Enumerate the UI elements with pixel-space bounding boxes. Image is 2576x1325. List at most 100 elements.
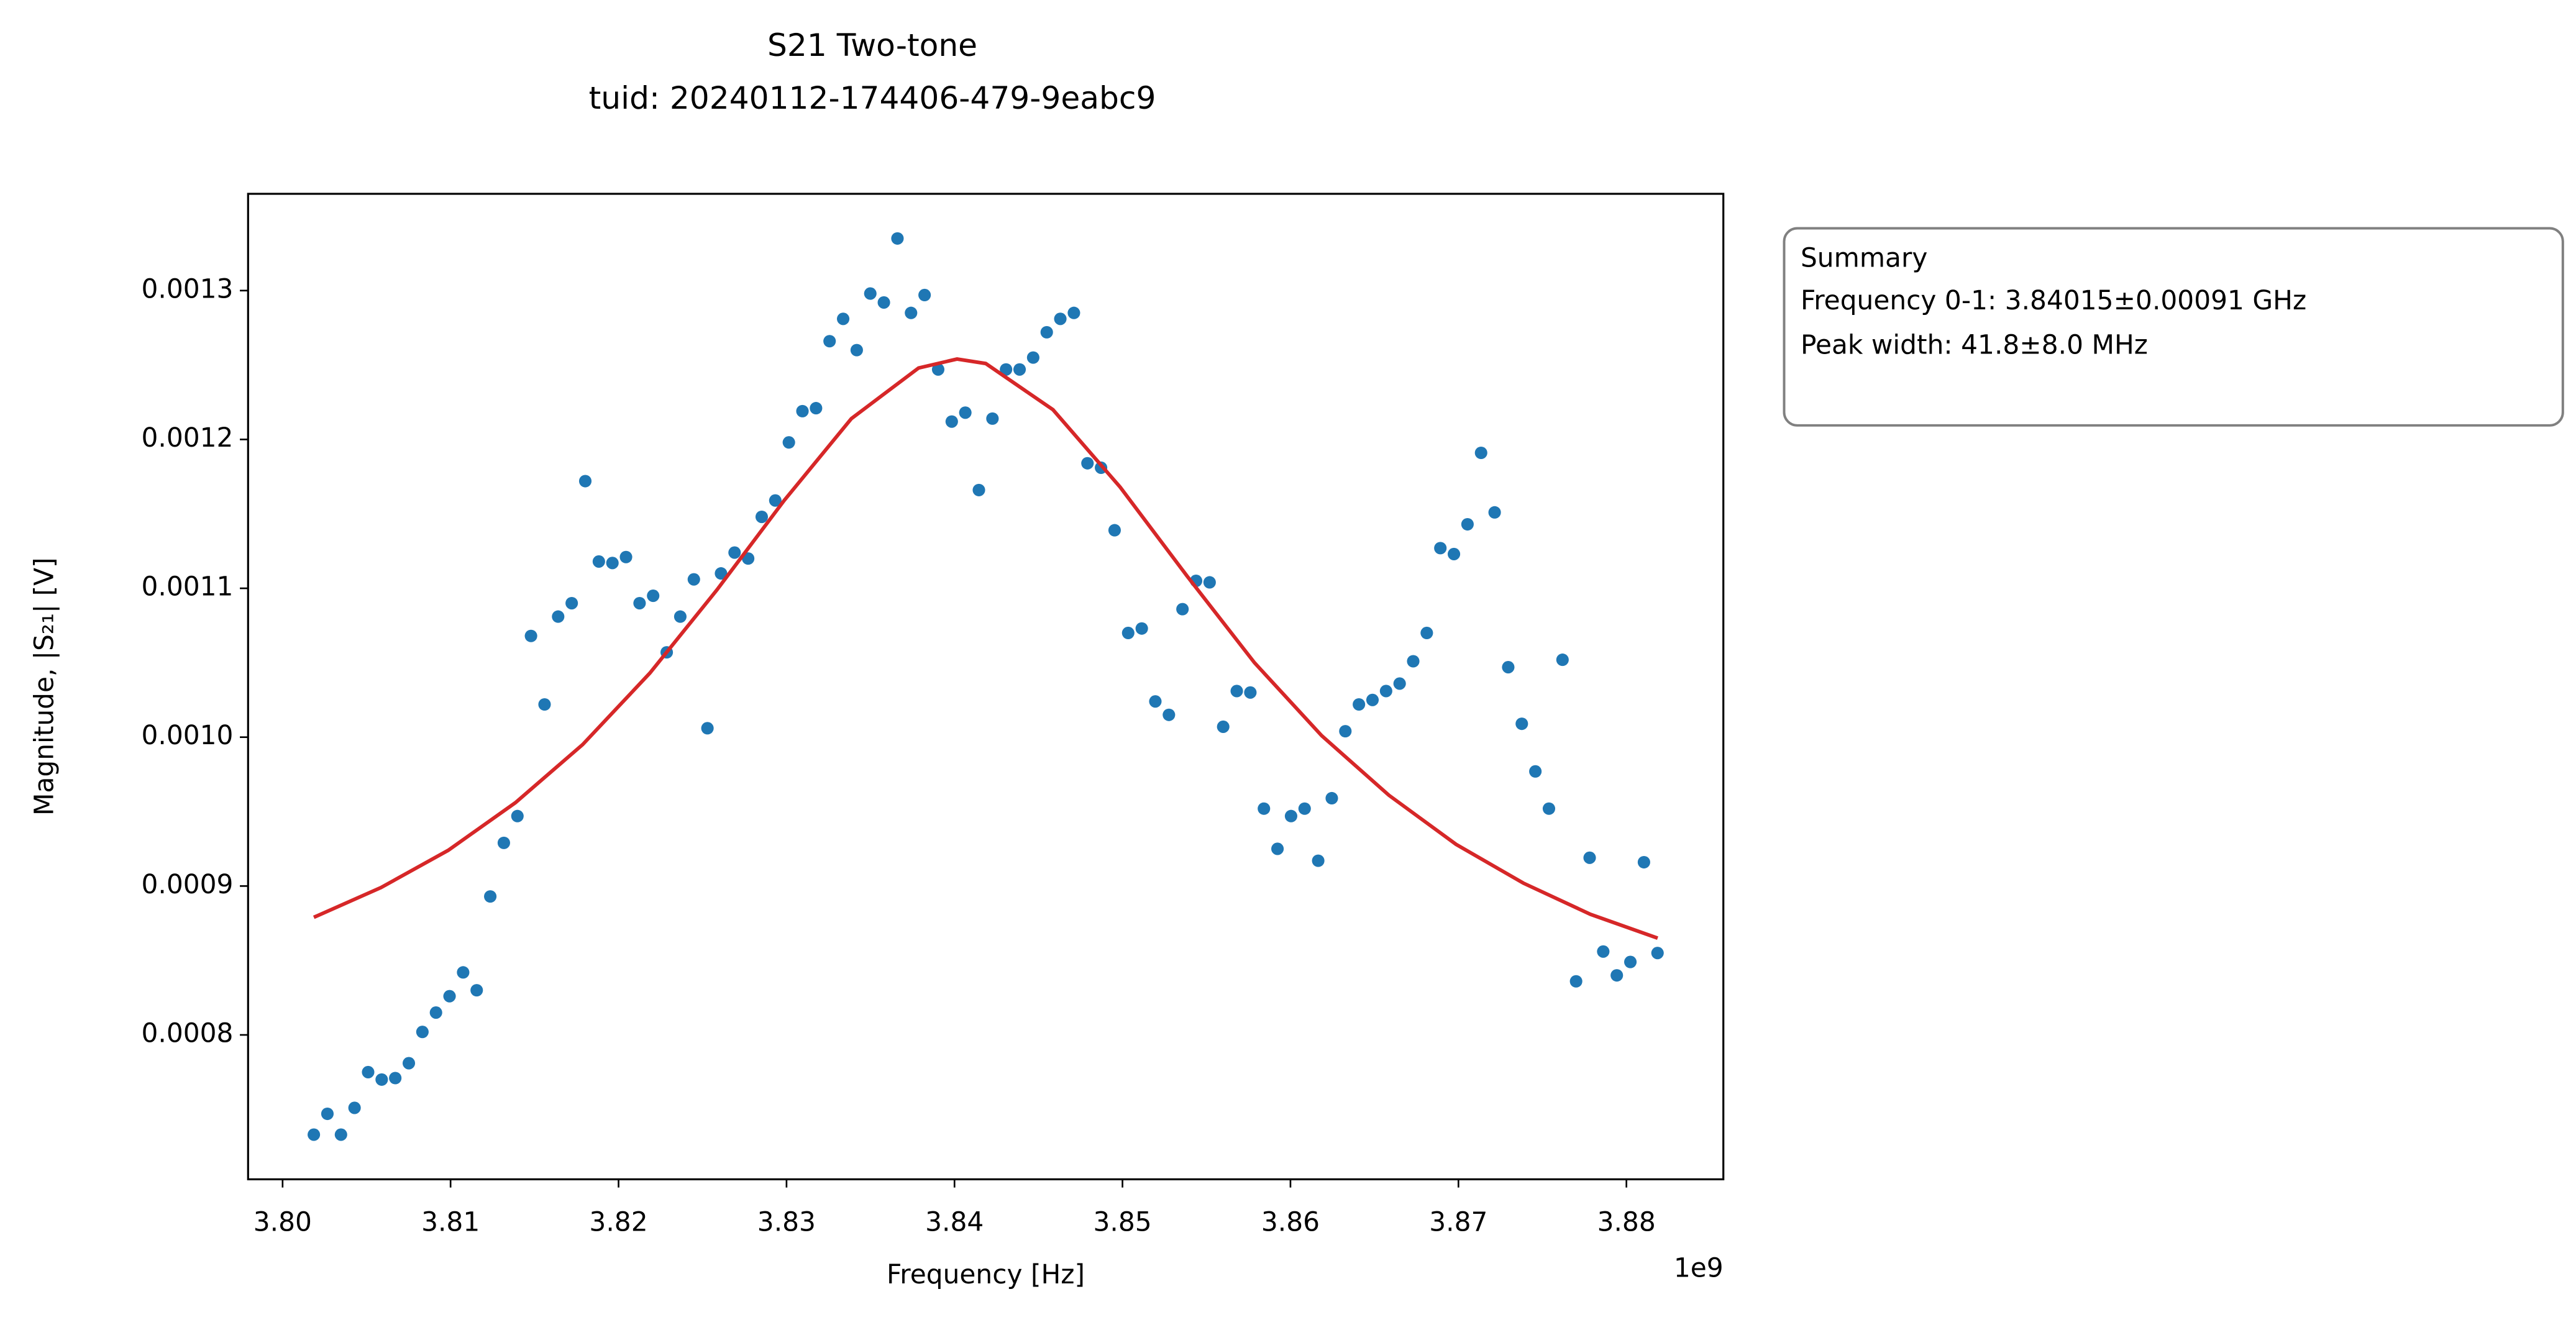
data-point [782,436,795,449]
data-point [578,475,592,488]
data-point [443,990,456,1003]
data-point [1108,524,1121,537]
data-point [1298,802,1311,815]
data-point [1448,547,1461,560]
data-point [524,629,537,642]
data-point [1420,626,1433,640]
data-point [1081,457,1094,470]
data-point [484,890,497,903]
data-point [918,288,931,302]
data-point [1271,842,1284,855]
data-point [402,1057,416,1070]
data-point [538,698,551,711]
data-point [755,510,769,524]
data-point [457,966,470,979]
data-point [1624,955,1637,968]
data-point [1000,363,1013,376]
data-point [1026,351,1039,364]
data-point [701,722,714,735]
data-point [931,363,945,376]
data-point [1176,603,1189,616]
data-point [1353,698,1366,711]
data-point [1162,708,1176,721]
data-point [470,984,483,997]
data-point [633,596,646,610]
data-point [389,1072,402,1085]
data-point [308,1128,321,1141]
data-point [1203,576,1216,589]
data-point [959,406,972,419]
data-point [769,494,782,507]
data-point [823,335,836,348]
y-axis-label: Magnitude, |S₂₁| [V] [29,557,60,816]
x-tick-label: 3.85 [1094,1206,1152,1237]
annotation-text: Summary [1801,242,1927,273]
data-point [674,610,687,623]
data-point [1312,854,1325,867]
x-tick-label: 3.81 [421,1206,480,1237]
data-point [321,1107,334,1121]
data-point [687,573,700,586]
data-point [1407,655,1420,668]
data-point [647,590,660,603]
data-point [1217,720,1230,733]
data-point [1515,717,1528,731]
data-point [972,483,985,496]
x-tick-label: 3.86 [1261,1206,1320,1237]
data-point [1121,626,1135,640]
data-point [1597,945,1610,958]
x-tick-label: 3.82 [589,1206,647,1237]
x-tick-label: 3.88 [1597,1206,1656,1237]
data-point [891,232,904,245]
data-point [1569,975,1583,988]
data-point [348,1101,361,1114]
fit-line [313,357,1658,940]
data-point [1583,851,1596,864]
x-axis-label: Frequency [Hz] [887,1259,1085,1290]
data-point [1339,725,1352,738]
data-point [1542,802,1556,815]
x-tick-label: 3.83 [757,1206,816,1237]
data-point [606,557,619,570]
x-tick-label: 3.87 [1429,1206,1487,1237]
y-tick-label: 0.0009 [141,869,233,899]
data-point [375,1073,388,1086]
y-tick-label: 0.0011 [141,571,233,602]
data-point [1149,695,1162,708]
data-point [429,1006,442,1019]
annotation-text: Peak width: 41.8±8.0 MHz [1801,329,2148,360]
data-point [728,546,741,559]
data-point [1651,947,1664,960]
data-point [945,415,958,428]
y-tick-label: 0.0013 [141,273,233,304]
data-point [810,402,823,415]
data-point [565,596,578,610]
data-point [619,550,633,563]
data-point [334,1128,347,1141]
data-point [715,567,728,580]
data-point [1013,363,1026,376]
data-point [1434,542,1447,555]
data-point [877,296,890,309]
data-point [1610,969,1624,982]
data-point [1556,653,1569,667]
y-tick-label: 0.0012 [141,422,233,453]
data-point [1230,685,1243,698]
chart-title: tuid: 20240112-174406-479-9eabc9 [589,80,1156,116]
data-point [416,1026,429,1039]
data-point [1461,517,1474,531]
annotation-box [1783,227,2564,427]
data-point [1474,446,1487,460]
data-point [850,344,863,357]
x-offset-label: 1e9 [1674,1252,1724,1283]
data-point [836,312,850,326]
data-point [864,287,877,300]
data-point [592,555,605,568]
data-point [1379,685,1392,698]
data-point [511,809,524,822]
data-point [1366,693,1379,706]
data-point [552,610,565,623]
data-point [1284,809,1297,822]
annotation-text: Frequency 0-1: 3.84015±0.00091 GHz [1801,285,2306,316]
